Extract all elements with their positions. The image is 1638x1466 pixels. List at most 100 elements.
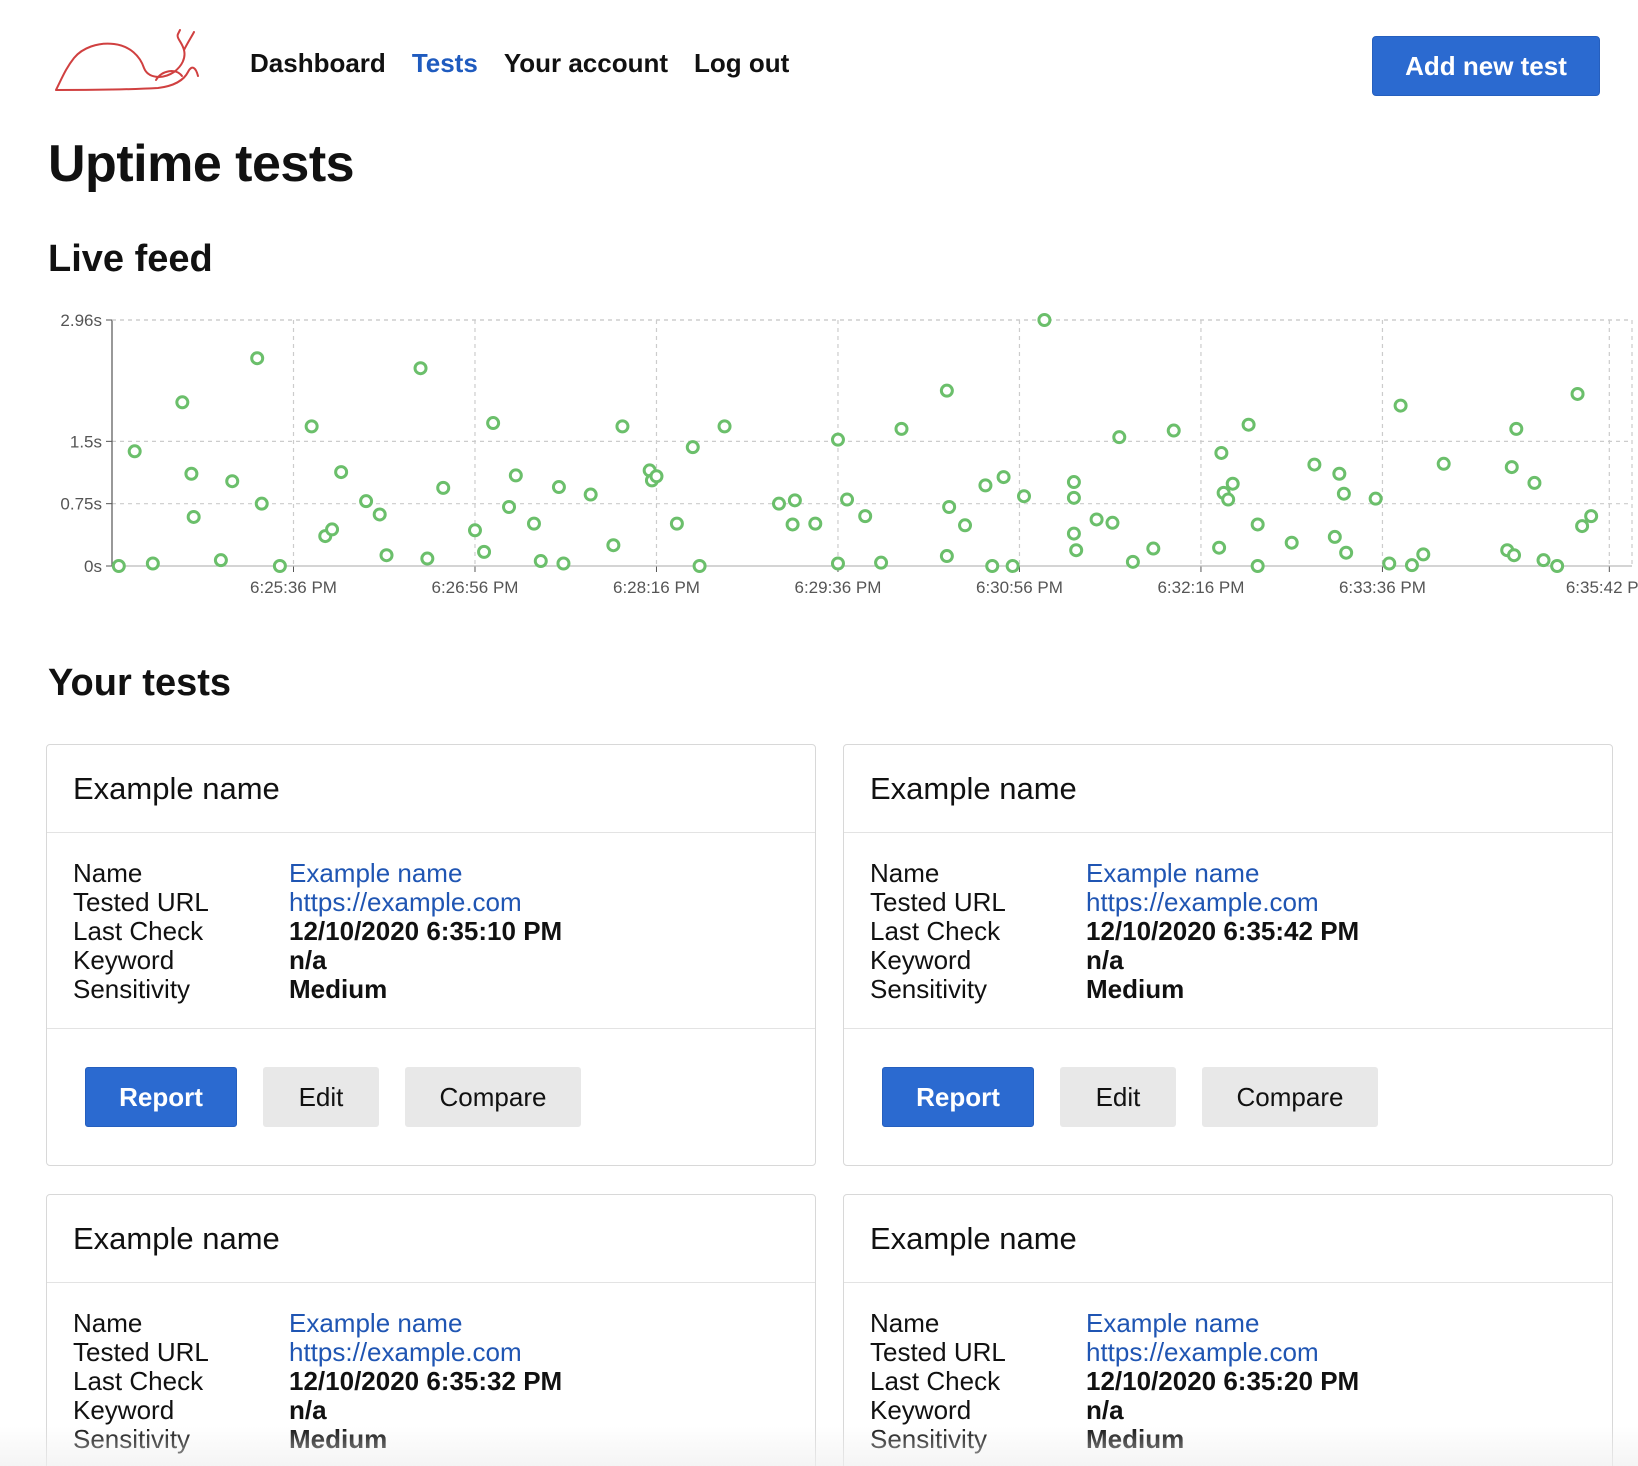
test-card-title: Example name [47,745,815,833]
keyword-value: n/a [289,1395,327,1425]
tested-url-link[interactable]: https://example.com [289,887,522,917]
report-button[interactable]: Report [882,1067,1034,1127]
data-point [985,559,1000,573]
data-point [1327,529,1342,544]
last-check-value: 12/10/2020 6:35:10 PM [289,916,563,946]
last-check-label: Last Check [73,916,204,946]
data-point [1146,541,1161,556]
y-tick-label: 0s [84,557,102,576]
last-check-label: Last Check [73,1366,204,1396]
data-point [127,444,142,459]
top-header: Dashboard Tests Your account Log out Add… [0,0,1638,130]
x-tick-label: 6:29:36 PM [794,578,881,597]
test-card: Example name Name Example name Tested UR… [46,744,816,1166]
test-name-link[interactable]: Example name [289,858,463,888]
keyword-label: Keyword [870,1395,972,1425]
x-tick-label: 6:28:16 PM [613,578,700,597]
data-point [606,538,621,553]
keyword-value: n/a [1086,945,1124,975]
tested-url-label: Tested URL [73,1337,209,1367]
sensitivity-value: Medium [1086,974,1185,1004]
test-card-title: Example name [844,1195,1612,1283]
keyword-label: Keyword [73,1395,175,1425]
data-point [649,469,664,484]
nav-tests[interactable]: Tests [411,48,478,78]
tested-url-label: Tested URL [73,887,209,917]
data-point [1307,457,1322,472]
tested-url-link[interactable]: https://example.com [289,1337,522,1367]
data-point [486,416,501,431]
keyword-value: n/a [1086,1395,1124,1425]
live-feed-chart: 0s 0.75s 1.5s 2.96s 6:25:36 PM 6:26:56 PM 6:28… [40,308,1638,628]
test-card: Example name Name Example name Tested UR… [46,1194,816,1466]
data-point [526,516,541,531]
data-point [175,395,190,410]
keyword-value: n/a [289,945,327,975]
data-point [1332,466,1347,481]
data-point [840,492,855,507]
sensitivity-value: Medium [289,1424,388,1454]
data-point [1550,559,1565,573]
sensitivity-label: Sensitivity [870,1424,988,1454]
your-tests-title: Your tests [48,662,232,704]
test-name-link[interactable]: Example name [1086,1308,1260,1338]
report-button[interactable]: Report [85,1067,237,1127]
data-point [1214,445,1229,460]
compare-button[interactable]: Compare [1202,1067,1378,1127]
data-point [1066,490,1081,505]
name-label: Name [870,858,940,888]
data-point [372,507,387,522]
data-point [787,493,802,508]
x-tick-label: 6:33:36 PM [1339,578,1426,597]
tested-url-label: Tested URL [870,887,1006,917]
name-label: Name [73,1308,143,1338]
tested-url-link[interactable]: https://example.com [1086,1337,1319,1367]
data-point [1575,519,1590,534]
sensitivity-value: Medium [289,974,388,1004]
nav-dashboard[interactable]: Dashboard [250,48,386,78]
snail-logo-icon[interactable] [52,28,204,96]
data-point [1504,460,1519,475]
data-point [1250,559,1265,573]
data-point [184,466,199,481]
data-point [502,499,517,514]
edit-button[interactable]: Edit [263,1067,379,1127]
data-point [939,383,954,398]
data-point [1105,515,1120,530]
data-point [1212,540,1227,555]
data-point [1005,559,1020,573]
live-feed-chart-svg: 0s 0.75s 1.5s 2.96s 6:25:36 PM 6:26:56 PM 6:28… [60,311,1638,597]
data-point [254,496,269,511]
y-tick-label: 2.96s [60,311,102,330]
test-name-link[interactable]: Example name [289,1308,463,1338]
data-point [304,419,319,434]
tested-url-link[interactable]: https://example.com [1086,887,1319,917]
data-point [785,517,800,532]
data-point [771,496,786,511]
nav-your-account[interactable]: Your account [503,48,669,78]
edit-button[interactable]: Edit [1060,1067,1176,1127]
test-name-link[interactable]: Example name [1086,858,1260,888]
data-point [186,509,201,524]
data-point [1416,547,1431,562]
test-card-details: Name Example name Tested URL https://exa… [844,1283,1612,1466]
test-card: Example name Name Example name Tested UR… [843,744,1613,1166]
data-point [436,480,451,495]
data-point [334,465,349,480]
data-point [1527,475,1542,490]
test-card-actions: Report Edit Compare [844,1029,1612,1165]
data-point [477,544,492,559]
test-card-title: Example name [47,1195,815,1283]
data-point [1584,509,1599,524]
x-tick-label: 6:26:56 PM [432,578,519,597]
compare-button[interactable]: Compare [405,1067,581,1127]
data-point [145,556,160,571]
add-new-test-button[interactable]: Add new test [1372,36,1600,96]
data-point [1509,421,1524,436]
data-point [717,419,732,434]
data-point [1089,512,1104,527]
data-point [533,554,548,569]
nav-log-out[interactable]: Log out [694,48,790,78]
name-label: Name [73,858,143,888]
live-feed-title: Live feed [48,238,213,280]
